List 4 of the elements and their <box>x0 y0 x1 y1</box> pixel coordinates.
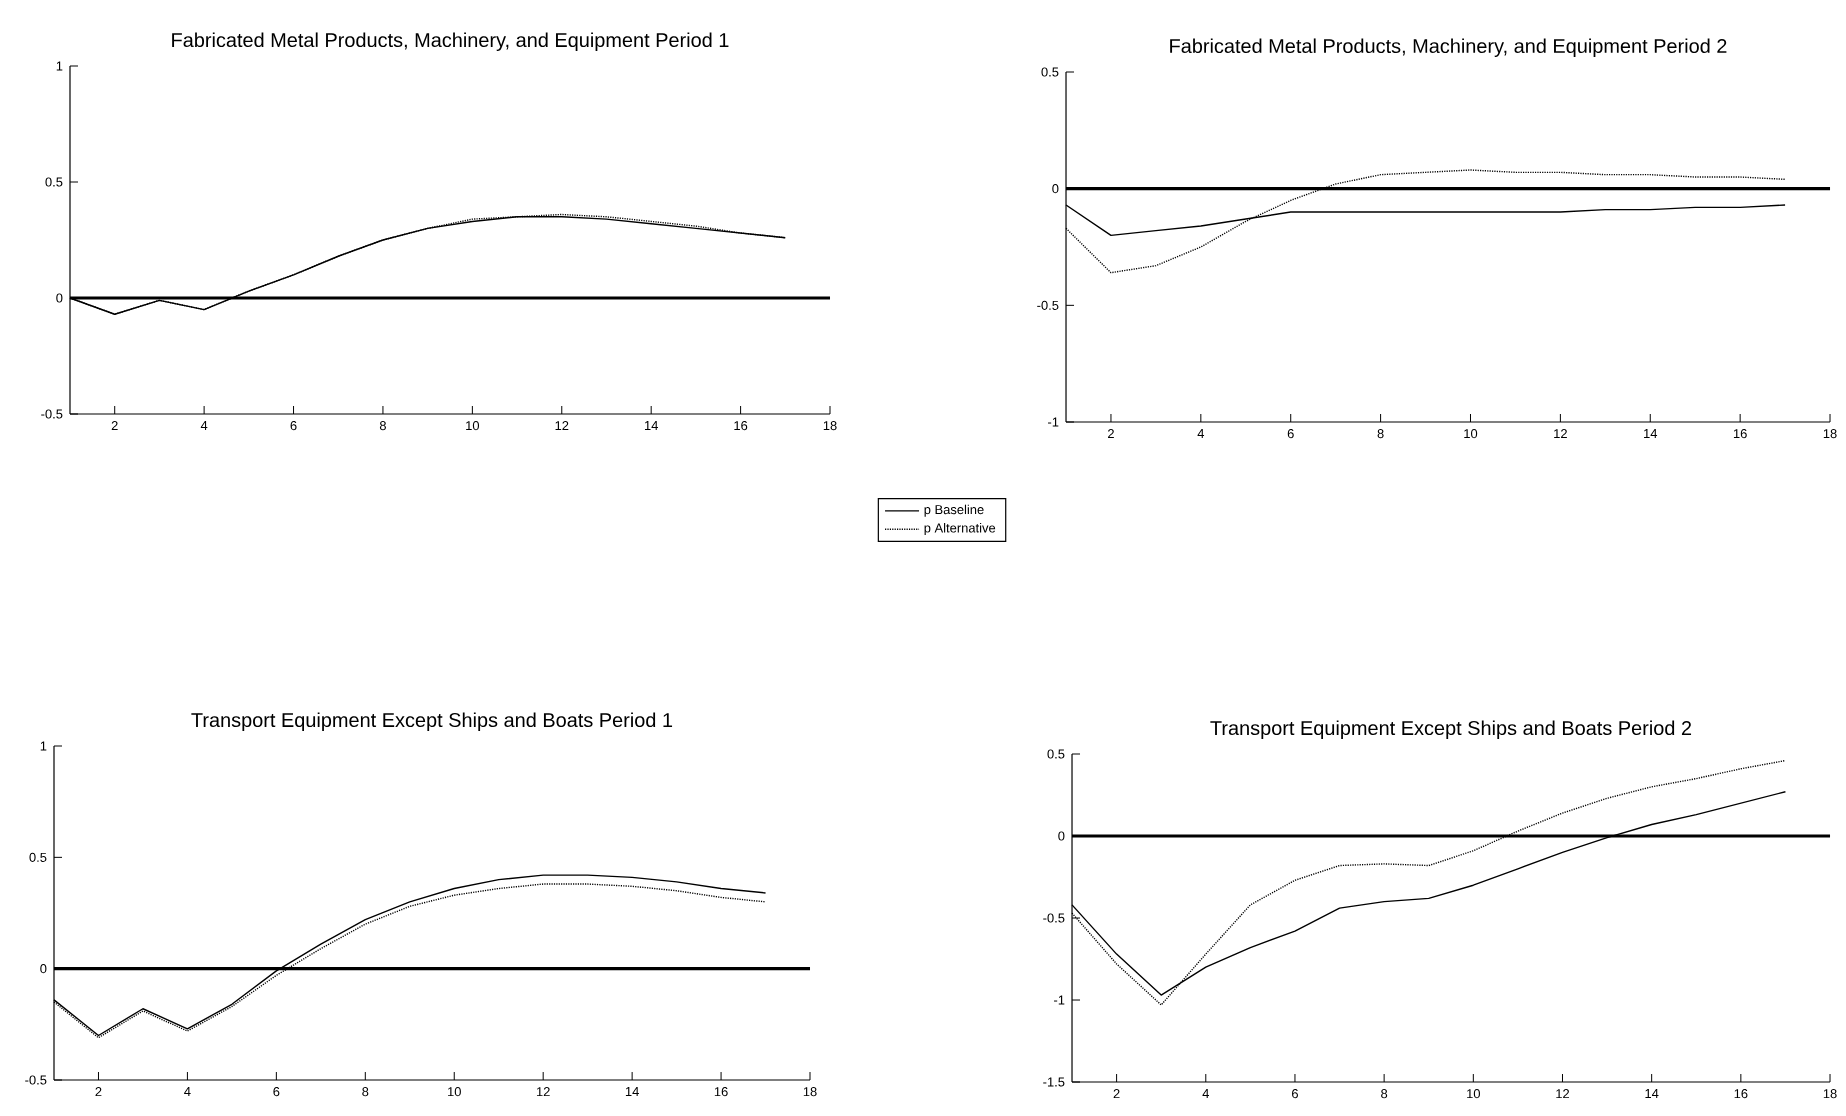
chart-title: Transport Equipment Except Ships and Boats Period 2 <box>1210 720 1692 740</box>
chart-title: Transport Equipment Except Ships and Boats Period 1 <box>191 712 673 732</box>
chart-title: Fabricated Metal Products, Machinery, and Equipment Period 1 <box>172 32 729 51</box>
chart-title: Fabricated Metal Products, Machinery, and Equipment Period 2 <box>1170 38 1727 57</box>
